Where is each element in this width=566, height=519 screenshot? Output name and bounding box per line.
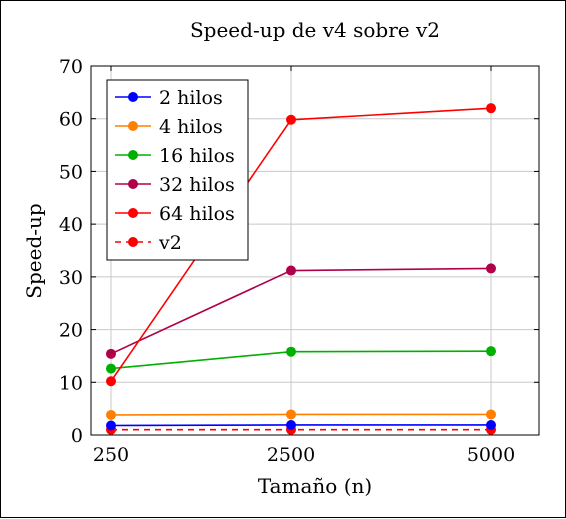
legend-box [106,79,249,261]
data-point [286,265,296,276]
y-tick-label: 60 [59,109,83,131]
series-line [110,424,491,427]
x-tick-label: 5000 [467,444,515,466]
y-tick-label: 70 [59,56,83,78]
y-tick-label: 10 [59,372,83,394]
data-point [106,409,116,420]
data-point [106,420,116,431]
data-point [286,346,296,357]
legend-label: 4 hilos [159,116,223,138]
data-point [486,409,496,420]
y-tick-label: 40 [59,214,83,236]
legend-marker [128,150,138,160]
legend-label: 32 hilos [159,174,235,196]
data-point [286,409,296,420]
data-point [106,376,116,387]
x-tick-label: 250 [93,444,129,466]
x-tick-label: 2500 [267,444,315,466]
data-point [106,363,116,374]
legend-marker [128,92,138,102]
data-point [486,263,496,274]
legend: 2 hilos 4 hilos 16 hilos 32 hilos 64 hilos v2 [106,79,249,261]
legend-label: 2 hilos [159,87,223,109]
y-tick-label: 30 [59,267,83,289]
y-tick-label: 20 [59,320,83,342]
data-point [286,114,296,125]
y-tick-label: 50 [59,161,83,183]
legend-marker [128,208,138,218]
series-line [110,350,492,370]
legend-marker [128,237,138,247]
series-line [110,413,491,416]
y-tick-label: 0 [71,425,83,447]
chart-title: Speed-up de v4 sobre v2 [190,18,440,42]
data-point [286,419,296,430]
legend-marker [128,179,138,189]
legend-label: 16 hilos [159,145,235,167]
plot-area-border [90,65,540,436]
legend-label: 64 hilos [159,203,235,225]
y-axis-label: Speed-up [22,203,46,298]
data-point [486,103,496,114]
legend-label: v2 [158,232,182,254]
legend-marker [128,121,138,131]
data-point [106,348,116,359]
data-point [486,346,496,357]
x-axis-label: Tamaño (n) [258,474,372,498]
data-point [486,419,496,430]
series-line [110,267,492,355]
